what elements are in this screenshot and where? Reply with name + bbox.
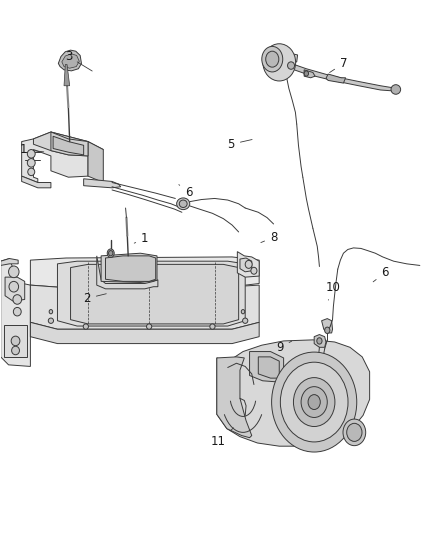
Polygon shape	[237, 252, 259, 277]
Ellipse shape	[301, 386, 327, 417]
Ellipse shape	[391, 85, 401, 94]
Polygon shape	[304, 70, 315, 78]
Polygon shape	[62, 54, 79, 68]
Ellipse shape	[347, 423, 362, 441]
Polygon shape	[71, 264, 239, 324]
Ellipse shape	[147, 324, 152, 329]
Polygon shape	[84, 179, 121, 188]
Polygon shape	[101, 253, 157, 282]
Polygon shape	[314, 335, 326, 348]
Text: 3: 3	[65, 50, 92, 71]
Ellipse shape	[210, 324, 215, 329]
Polygon shape	[57, 261, 245, 326]
Text: 5: 5	[227, 138, 252, 151]
Ellipse shape	[107, 249, 114, 257]
Polygon shape	[321, 319, 332, 333]
Ellipse shape	[317, 338, 322, 344]
Ellipse shape	[280, 362, 348, 442]
Polygon shape	[240, 258, 252, 272]
Polygon shape	[97, 256, 158, 289]
Text: 1: 1	[20, 143, 44, 156]
Ellipse shape	[9, 266, 19, 278]
Text: 6: 6	[373, 266, 389, 282]
Ellipse shape	[251, 267, 257, 274]
Polygon shape	[217, 357, 252, 438]
Ellipse shape	[13, 308, 21, 316]
Ellipse shape	[243, 318, 248, 324]
Polygon shape	[64, 64, 70, 86]
Polygon shape	[21, 176, 51, 188]
Polygon shape	[106, 256, 155, 281]
Polygon shape	[291, 63, 396, 91]
Polygon shape	[58, 50, 81, 71]
Ellipse shape	[343, 419, 366, 446]
Text: 1: 1	[134, 232, 148, 245]
Polygon shape	[5, 277, 25, 301]
Text: 6: 6	[179, 184, 192, 199]
Ellipse shape	[48, 318, 53, 324]
Polygon shape	[1, 259, 30, 367]
Polygon shape	[30, 322, 259, 344]
Polygon shape	[1, 259, 18, 265]
Ellipse shape	[304, 71, 308, 76]
Ellipse shape	[308, 394, 320, 409]
Polygon shape	[286, 54, 297, 63]
Polygon shape	[88, 142, 103, 182]
Text: 10: 10	[326, 281, 341, 300]
Ellipse shape	[28, 168, 35, 175]
Ellipse shape	[83, 324, 88, 329]
Polygon shape	[53, 136, 84, 155]
Ellipse shape	[109, 251, 113, 256]
Ellipse shape	[245, 261, 252, 268]
Polygon shape	[326, 74, 346, 83]
Polygon shape	[250, 352, 284, 382]
Text: 7: 7	[330, 57, 347, 72]
Ellipse shape	[27, 150, 35, 158]
Ellipse shape	[11, 336, 20, 346]
Ellipse shape	[12, 346, 19, 355]
Polygon shape	[51, 132, 88, 156]
Ellipse shape	[288, 62, 294, 69]
Ellipse shape	[13, 295, 21, 304]
Ellipse shape	[177, 198, 190, 209]
Text: 2: 2	[83, 292, 106, 305]
Polygon shape	[217, 340, 370, 446]
Bar	[4, 325, 27, 357]
Ellipse shape	[9, 281, 18, 292]
Polygon shape	[30, 285, 259, 329]
Ellipse shape	[263, 44, 296, 81]
Ellipse shape	[262, 46, 283, 72]
Text: 11: 11	[211, 428, 233, 448]
Text: 8: 8	[261, 231, 277, 244]
Ellipse shape	[325, 327, 330, 334]
Ellipse shape	[241, 310, 245, 314]
Ellipse shape	[49, 310, 53, 314]
Polygon shape	[33, 132, 103, 156]
Ellipse shape	[27, 159, 35, 167]
Ellipse shape	[179, 200, 187, 207]
Ellipse shape	[266, 51, 279, 67]
Ellipse shape	[272, 352, 357, 452]
Polygon shape	[30, 257, 259, 288]
Ellipse shape	[293, 377, 335, 426]
Polygon shape	[258, 357, 279, 378]
Text: 9: 9	[276, 341, 292, 354]
Polygon shape	[21, 132, 88, 182]
